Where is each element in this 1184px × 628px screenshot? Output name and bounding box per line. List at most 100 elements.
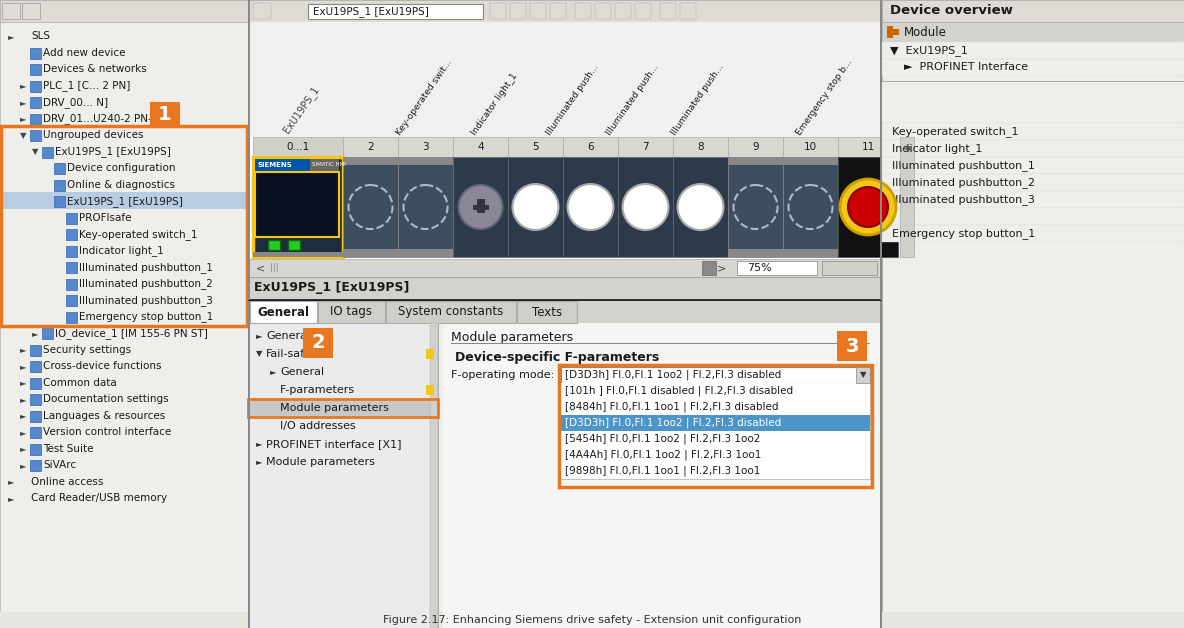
Text: [101h ] FI.0,FI.1 disabled | FI.2,FI.3 disabled: [101h ] FI.0,FI.1 disabled | FI.2,FI.3 d… [565, 386, 793, 396]
Bar [837, 331, 867, 361]
Text: <: < [256, 263, 265, 273]
Bar [247, 399, 438, 417]
Bar [564, 137, 618, 157]
Bar [508, 137, 564, 157]
Bar [551, 3, 566, 19]
Bar [303, 328, 333, 358]
Bar [561, 447, 870, 463]
Bar [54, 180, 65, 190]
Text: [D3D3h] FI.0,FI.1 1oo2 | FI.2,FI.3 disabled: [D3D3h] FI.0,FI.1 1oo2 | FI.2,FI.3 disab… [565, 370, 781, 380]
Bar [22, 3, 40, 19]
Text: Online access: Online access [31, 477, 103, 487]
Text: General: General [266, 331, 310, 341]
Bar [561, 383, 870, 479]
Bar [561, 367, 870, 383]
Bar [253, 137, 343, 157]
Text: ►: ► [20, 444, 26, 453]
Text: Devices & networks: Devices & networks [43, 64, 147, 74]
Bar [30, 443, 41, 455]
Text: Indicator light_1: Indicator light_1 [79, 246, 163, 256]
Text: ►: ► [20, 411, 26, 420]
Text: Key-operated switch_1: Key-operated switch_1 [79, 229, 198, 240]
Text: ►: ► [20, 362, 26, 371]
Bar [247, 299, 882, 301]
Bar [887, 26, 893, 38]
Text: IO tags: IO tags [330, 305, 373, 318]
Bar [398, 157, 453, 257]
Text: ExU19PS_1 [ExU19PS]: ExU19PS_1 [ExU19PS] [255, 281, 410, 295]
Text: General: General [257, 305, 309, 318]
Text: Indicator light_1: Indicator light_1 [469, 71, 519, 136]
Bar [66, 262, 77, 273]
Text: Illuminated pushbutton_3: Illuminated pushbutton_3 [892, 194, 1035, 205]
Text: System constants: System constants [398, 305, 503, 318]
Bar [66, 229, 77, 240]
Bar [530, 3, 546, 19]
Bar [30, 97, 41, 108]
Bar [728, 137, 783, 157]
Bar [453, 157, 508, 257]
Text: Key-operated swit...: Key-operated swit... [394, 57, 453, 136]
Text: Fail-safe: Fail-safe [266, 349, 313, 359]
Text: F-parameters: F-parameters [279, 385, 355, 395]
Text: ◄: ◄ [903, 142, 910, 152]
Text: ►  PROFINET Interface: ► PROFINET Interface [905, 63, 1028, 72]
Text: Emergency stop button_1: Emergency stop button_1 [892, 228, 1035, 239]
Bar [30, 64, 41, 75]
Text: Version control interface: Version control interface [43, 427, 172, 437]
Text: IO_device_1 [IM 155-6 PN ST]: IO_device_1 [IM 155-6 PN ST] [54, 328, 208, 338]
Bar [66, 246, 77, 256]
Bar [728, 157, 783, 165]
Text: Illuminated pushbutton_1: Illuminated pushbutton_1 [79, 262, 213, 273]
Bar [614, 3, 631, 19]
Text: Online & diagnostics: Online & diagnostics [67, 180, 175, 190]
Text: [D3D3h] FI.0,FI.1 1oo2 | FI.2,FI.3 disabled: [D3D3h] FI.0,FI.1 1oo2 | FI.2,FI.3 disab… [565, 418, 781, 428]
Bar [882, 174, 1184, 191]
Bar [880, 0, 882, 628]
Bar [268, 240, 279, 250]
Bar [318, 301, 385, 323]
Text: PROFIsafe: PROFIsafe [79, 213, 131, 223]
Bar [30, 411, 41, 421]
Bar [255, 172, 339, 237]
Bar [673, 157, 728, 257]
Text: SIMATIC HMI: SIMATIC HMI [313, 163, 346, 168]
Bar [618, 157, 673, 257]
Text: Illuminated push...: Illuminated push... [669, 62, 726, 136]
Circle shape [458, 185, 502, 229]
Bar [253, 157, 343, 257]
Bar [247, 0, 882, 22]
Bar [702, 261, 716, 275]
Text: 5: 5 [532, 142, 539, 152]
Bar [618, 137, 673, 157]
Text: ►: ► [20, 81, 26, 90]
Bar [398, 157, 453, 165]
Text: DRV_01...U240-2 PN-F]: DRV_01...U240-2 PN-F] [43, 113, 162, 124]
Bar [247, 277, 882, 628]
Bar [0, 0, 247, 22]
Text: Documentation settings: Documentation settings [43, 394, 168, 404]
Bar [30, 394, 41, 405]
Bar [41, 146, 53, 158]
Text: 10: 10 [804, 142, 817, 152]
Text: ►: ► [20, 378, 26, 387]
Bar [250, 301, 317, 323]
Bar [1, 126, 247, 326]
Bar [882, 208, 1184, 225]
Bar [308, 4, 483, 19]
Bar [882, 82, 1184, 122]
Text: ►: ► [256, 332, 263, 340]
Bar [247, 300, 882, 301]
Text: 7: 7 [642, 142, 649, 152]
Bar [247, 22, 882, 137]
Bar [783, 249, 838, 257]
Circle shape [513, 184, 559, 230]
Bar [66, 295, 77, 306]
Bar [30, 460, 41, 471]
Text: Ungrouped devices: Ungrouped devices [43, 130, 143, 140]
Bar [856, 367, 870, 383]
Bar [0, 192, 247, 208]
Text: 2: 2 [367, 142, 374, 152]
Bar [659, 3, 676, 19]
Bar [882, 157, 1184, 174]
